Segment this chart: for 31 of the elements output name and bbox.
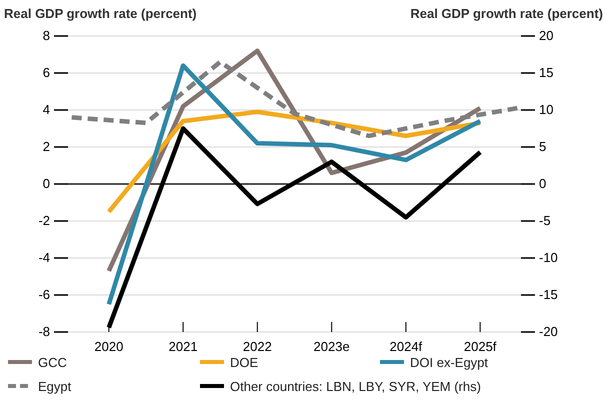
x-tick-label: 2024f	[390, 339, 423, 354]
y-tick-label: -8	[38, 324, 50, 340]
legend-label: DOE	[230, 355, 258, 370]
y-axis-title: Real GDP growth rate (percent)	[4, 6, 197, 21]
x-tick-label: 2020	[94, 339, 124, 354]
y2-tick-label: -15	[539, 287, 558, 302]
y-tick-label: -2	[38, 213, 50, 228]
y2-tick-label: 0	[539, 176, 546, 192]
y2-tick-label: 10	[539, 102, 554, 118]
y-tick-label: 6	[42, 65, 50, 80]
y2-tick-label: 5	[539, 139, 546, 154]
y-tick-label: 0	[42, 176, 50, 192]
x-tick-label: 2023e	[314, 339, 350, 354]
y-tick-label: 4	[42, 102, 50, 118]
legend-label: Egypt	[38, 379, 72, 394]
y-tick-label: -4	[38, 250, 50, 266]
legend-label: Other countries: LBN, LBY, SYR, YEM (rhs)	[230, 379, 481, 394]
y2-tick-label: 20	[539, 28, 554, 44]
y-tick-label: 8	[42, 28, 50, 44]
y-tick-label: 2	[42, 139, 50, 154]
x-tick-label: 2025f	[464, 339, 497, 354]
legend-label: GCC	[38, 355, 67, 370]
y-tick-label: -6	[38, 287, 50, 302]
x-tick-label: 2021	[168, 339, 198, 354]
y2-tick-label: -10	[539, 250, 558, 266]
y2-tick-label: -20	[539, 324, 558, 340]
y2-axis-title: Real GDP growth rate (percent)	[410, 6, 603, 21]
y2-tick-label: 15	[539, 65, 554, 80]
y2-tick-label: -5	[539, 213, 551, 228]
legend-label: DOI ex-Egypt	[410, 355, 488, 370]
x-tick-label: 2022	[242, 339, 272, 354]
